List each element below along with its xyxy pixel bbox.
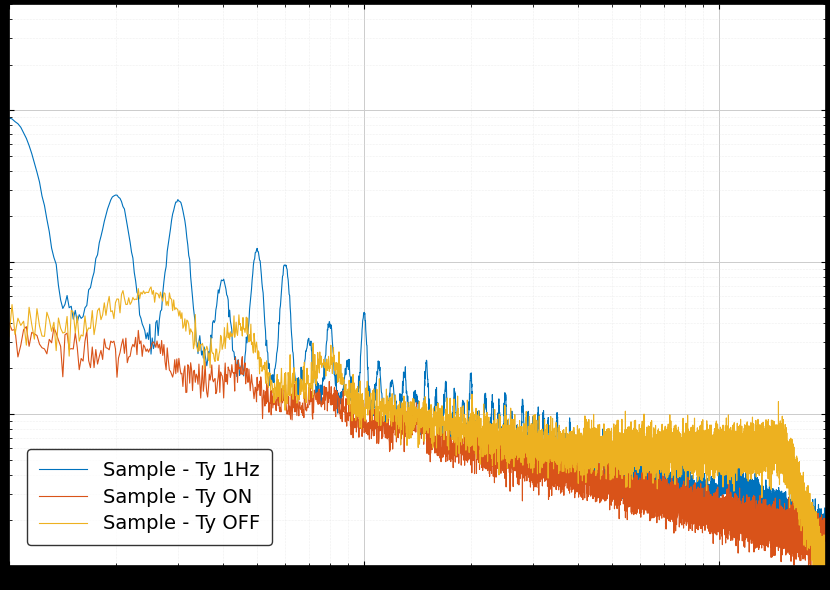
Sample - Ty 1Hz bbox=[711, 488, 721, 495]
Sample - Ty ON bbox=[398, 430, 408, 437]
Sample - Ty OFF bbox=[711, 426, 721, 433]
Sample - Ty OFF bbox=[347, 417, 357, 424]
Sample - Ty ON bbox=[573, 471, 583, 478]
Sample - Ty 1Hz bbox=[821, 518, 830, 525]
Sample - Ty 1Hz bbox=[398, 382, 408, 389]
Line: Sample - Ty ON: Sample - Ty ON bbox=[9, 323, 826, 571]
Sample - Ty ON bbox=[103, 345, 113, 352]
Sample - Ty 1Hz bbox=[813, 520, 823, 527]
Sample - Ty OFF bbox=[821, 573, 830, 581]
Line: Sample - Ty 1Hz: Sample - Ty 1Hz bbox=[9, 118, 826, 553]
Legend: Sample - Ty 1Hz, Sample - Ty ON, Sample - Ty OFF: Sample - Ty 1Hz, Sample - Ty ON, Sample … bbox=[27, 449, 271, 545]
Sample - Ty ON bbox=[818, 568, 828, 575]
Sample - Ty ON bbox=[4, 319, 14, 326]
Sample - Ty OFF bbox=[103, 300, 113, 307]
Sample - Ty 1Hz bbox=[818, 549, 828, 556]
Sample - Ty ON bbox=[347, 403, 357, 410]
Sample - Ty OFF bbox=[398, 434, 408, 441]
Sample - Ty ON bbox=[813, 519, 823, 526]
Sample - Ty 1Hz bbox=[347, 388, 357, 395]
Sample - Ty OFF bbox=[573, 429, 583, 436]
Sample - Ty OFF bbox=[4, 333, 14, 340]
Sample - Ty 1Hz bbox=[4, 114, 14, 122]
Sample - Ty OFF bbox=[146, 283, 156, 290]
Sample - Ty 1Hz bbox=[103, 205, 113, 212]
Line: Sample - Ty OFF: Sample - Ty OFF bbox=[9, 287, 826, 590]
Sample - Ty ON bbox=[821, 548, 830, 555]
Sample - Ty OFF bbox=[813, 546, 823, 553]
Sample - Ty ON bbox=[711, 514, 721, 522]
Sample - Ty 1Hz bbox=[573, 442, 583, 449]
